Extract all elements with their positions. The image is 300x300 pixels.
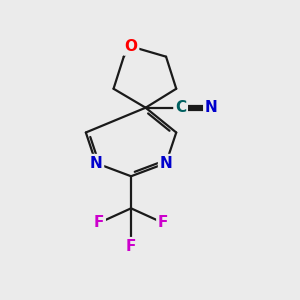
Text: N: N [90,156,102,171]
Text: F: F [126,239,136,254]
Text: F: F [94,215,104,230]
Text: C: C [175,100,186,115]
Text: O: O [124,39,137,54]
Text: N: N [160,156,172,171]
Text: N: N [205,100,217,115]
Text: F: F [158,215,168,230]
